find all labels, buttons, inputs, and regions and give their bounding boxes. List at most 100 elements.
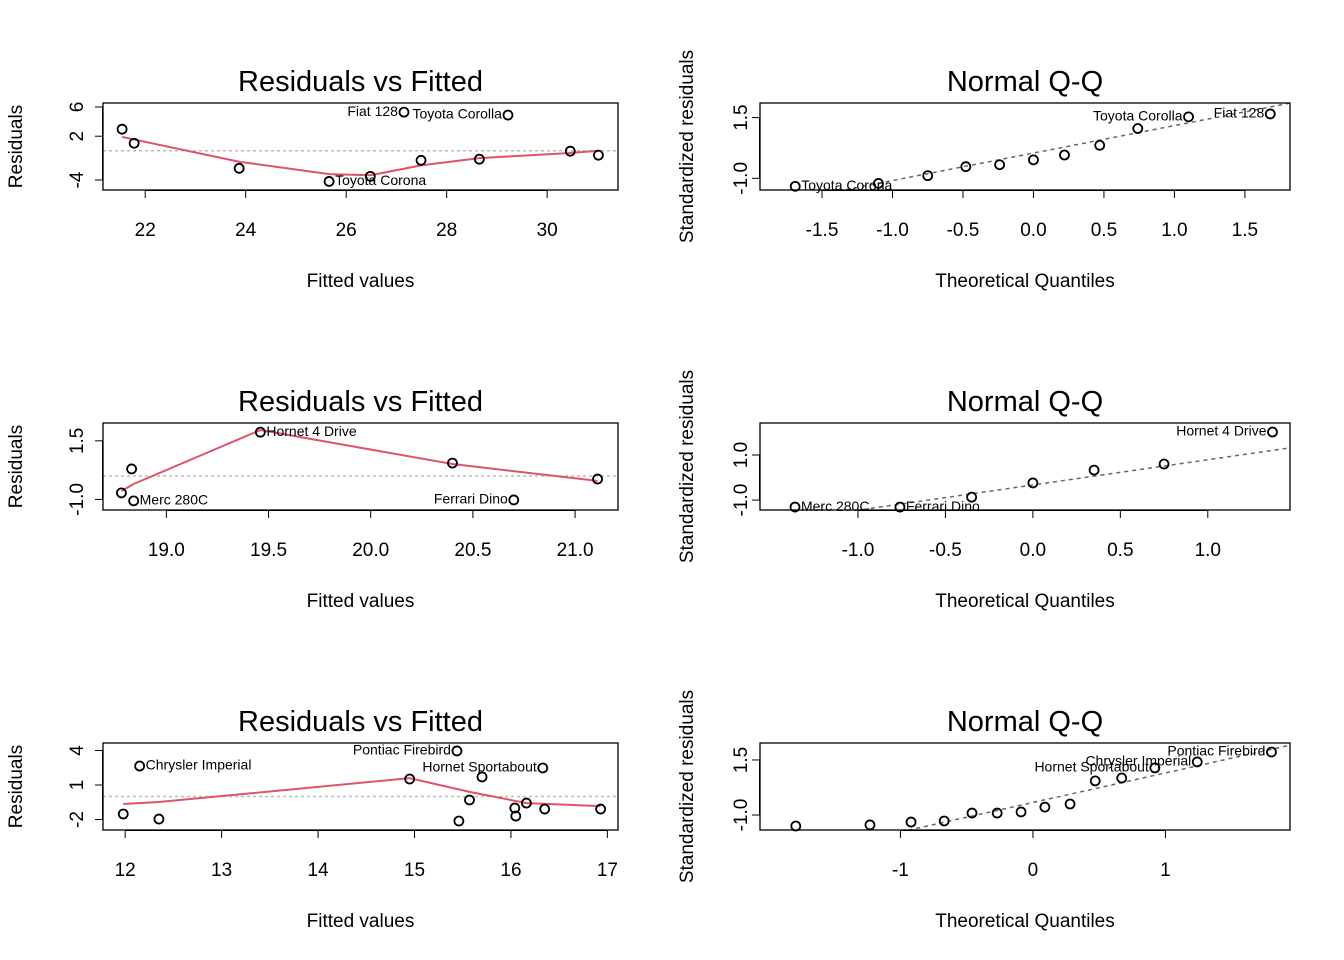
- y-tick-label: 4: [67, 745, 88, 756]
- y-tick-label: -4: [67, 171, 88, 188]
- x-tick-label: 12: [115, 860, 136, 881]
- x-tick-label: 20.5: [454, 540, 491, 561]
- smooth-line: [123, 777, 601, 808]
- point: [404, 773, 416, 785]
- point-label: Merc 280C: [140, 492, 208, 508]
- point: [233, 162, 245, 174]
- point: [1158, 458, 1170, 470]
- smooth-line: [120, 428, 598, 492]
- x-axis-label: Fitted values: [307, 591, 415, 612]
- point: [510, 810, 522, 822]
- panel: Residuals vs Fitted Fitted values Residual…: [6, 66, 619, 292]
- x-tick-label: 19.0: [148, 540, 185, 561]
- point: [873, 178, 884, 189]
- x-tick-label: 0.0: [1020, 220, 1046, 241]
- point: [539, 803, 551, 815]
- y-axis-label: Residuals: [6, 105, 27, 188]
- x-axis-label: Theoretical Quantiles: [935, 591, 1115, 612]
- x-tick-label: -0.5: [947, 220, 980, 241]
- point: [415, 154, 427, 166]
- point-label: Hornet 4 Drive: [266, 423, 356, 439]
- x-tick-label: 28: [436, 220, 457, 241]
- point: [117, 808, 129, 820]
- x-tick-label: 16: [500, 860, 521, 881]
- x-tick-label: 0.5: [1107, 540, 1133, 561]
- point: [790, 820, 802, 832]
- y-tick-label: -1.0: [731, 484, 752, 517]
- x-tick-label: 30: [537, 220, 558, 241]
- y-axis-label: Standardized residuals: [677, 690, 698, 883]
- x-axis-label: Theoretical Quantiles: [935, 271, 1115, 292]
- point-label: Fiat 128: [1214, 105, 1265, 121]
- point: [994, 159, 1006, 171]
- qq-line: [905, 744, 1290, 830]
- point: [1149, 762, 1161, 774]
- point: [1028, 154, 1039, 166]
- y-tick-label: -1.0: [731, 799, 752, 832]
- x-tick-label: 20.0: [352, 540, 389, 561]
- plot-frame: [102, 422, 619, 511]
- y-tick-label: 1.0: [731, 442, 752, 468]
- point: [153, 813, 165, 825]
- point: [960, 161, 972, 173]
- panel-title: Normal Q-Q: [947, 706, 1103, 738]
- point: [966, 807, 978, 819]
- point: [453, 815, 465, 827]
- plot-frame: [759, 422, 1291, 511]
- point: [894, 501, 906, 513]
- point: [1267, 426, 1278, 438]
- point: [592, 473, 603, 485]
- x-tick-label: -1: [892, 860, 909, 881]
- point: [1088, 464, 1100, 476]
- point: [593, 149, 604, 161]
- plot-frame: [102, 742, 619, 831]
- point: [789, 501, 801, 513]
- point: [1132, 123, 1144, 134]
- point: [789, 180, 801, 192]
- point-label: Hornet Sportabout: [1034, 759, 1149, 775]
- plot-frame: [759, 742, 1291, 831]
- point: [126, 463, 138, 475]
- x-axis-label: Fitted values: [307, 271, 415, 292]
- point-label: Toyota Corolla: [412, 106, 502, 122]
- point: [991, 807, 1003, 819]
- panel-title: Residuals vs Fitted: [238, 386, 483, 418]
- point: [1191, 756, 1203, 768]
- x-tick-label: 26: [336, 220, 357, 241]
- point: [1094, 139, 1106, 151]
- y-tick-label: -2: [67, 811, 88, 828]
- y-tick-label: -1.0: [67, 483, 88, 516]
- x-tick-label: -1.0: [876, 220, 909, 241]
- panel: Normal Q-Q Theoretical Quantiles Standardi…: [677, 50, 1291, 292]
- point: [116, 123, 128, 135]
- y-axis-label: Residuals: [6, 425, 27, 508]
- y-tick-label: 1.5: [67, 428, 88, 454]
- point: [1027, 477, 1039, 489]
- point: [364, 170, 376, 182]
- point: [473, 153, 485, 165]
- point: [1089, 775, 1101, 787]
- point: [447, 457, 458, 469]
- x-tick-label: 22: [135, 220, 156, 241]
- point: [938, 815, 950, 827]
- point: [564, 145, 576, 157]
- point: [1116, 772, 1128, 784]
- point: [323, 176, 335, 187]
- point: [115, 487, 127, 499]
- point: [1183, 111, 1194, 123]
- y-axis-label: Standardized residuals: [677, 50, 698, 243]
- point-label: Merc 280C: [801, 498, 869, 514]
- panel-title: Residuals vs Fitted: [238, 66, 483, 98]
- x-tick-label: 19.5: [250, 540, 287, 561]
- point: [451, 745, 463, 757]
- x-tick-label: 15: [404, 860, 425, 881]
- point-label: Toyota Corona: [335, 172, 426, 188]
- x-tick-label: 1.0: [1161, 220, 1187, 241]
- point: [595, 803, 607, 815]
- point: [966, 491, 978, 503]
- point: [464, 794, 475, 806]
- x-tick-label: -1.0: [842, 540, 875, 561]
- panel-title: Residuals vs Fitted: [238, 706, 483, 738]
- x-tick-label: 0.5: [1091, 220, 1117, 241]
